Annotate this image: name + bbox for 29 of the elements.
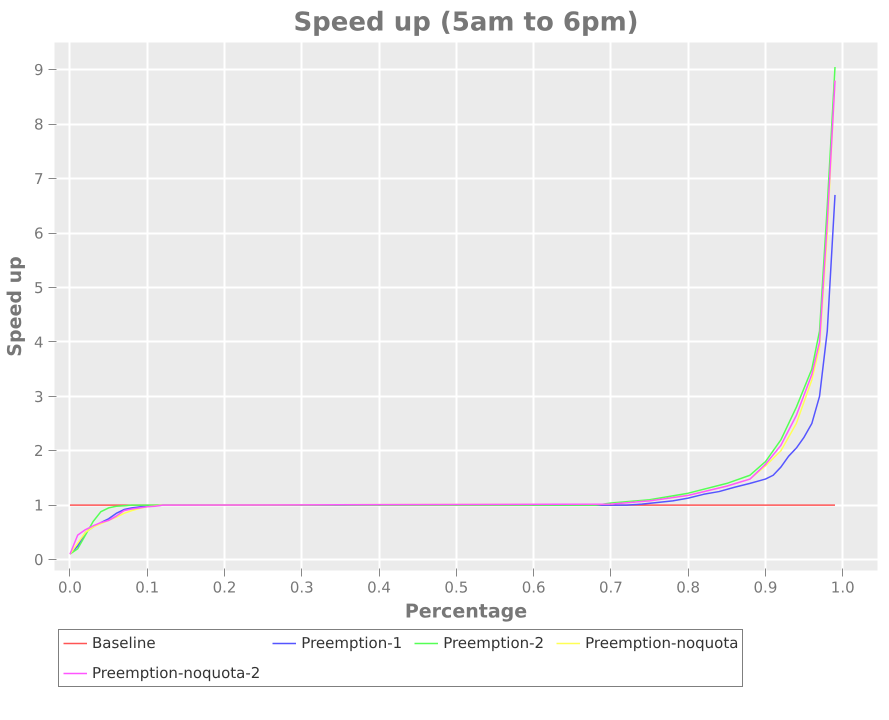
x-tick-label: 0.1	[135, 578, 160, 596]
legend-label: Preemption-noquota-2	[92, 664, 260, 682]
y-tick-label: 1	[34, 496, 44, 515]
x-tick-label: 0.3	[290, 578, 314, 596]
y-tick-label: 6	[34, 224, 44, 243]
x-tick-label: 0.4	[367, 578, 391, 596]
x-tick-label: 0.5	[444, 578, 468, 596]
legend-label: Baseline	[92, 634, 156, 652]
legend-label: Preemption-noquota	[585, 634, 738, 652]
x-tick-label: 1.0	[830, 578, 855, 596]
x-tick-label: 0.2	[212, 578, 236, 596]
x-axis-title: Percentage	[404, 600, 528, 622]
y-axis-title: Speed up	[4, 256, 26, 357]
chart-title: Speed up (5am to 6pm)	[293, 8, 639, 38]
y-tick-label: 7	[34, 170, 44, 188]
x-tick-label: 0.7	[598, 578, 623, 596]
legend-label: Preemption-1	[301, 634, 402, 652]
y-tick-label: 3	[34, 388, 44, 406]
y-tick-label: 5	[34, 278, 44, 297]
x-tick-label: 0.9	[754, 578, 778, 596]
x-tick-label: 0.8	[676, 578, 700, 596]
y-tick-label: 8	[34, 116, 44, 134]
x-tick-label: 0.0	[58, 578, 82, 596]
legend-label: Preemption-2	[443, 634, 544, 652]
y-tick-label: 4	[34, 333, 44, 352]
y-tick-label: 9	[34, 61, 44, 80]
y-tick-label: 0	[34, 551, 44, 570]
x-tick-label: 0.6	[522, 578, 546, 596]
y-tick-label: 2	[34, 442, 44, 460]
